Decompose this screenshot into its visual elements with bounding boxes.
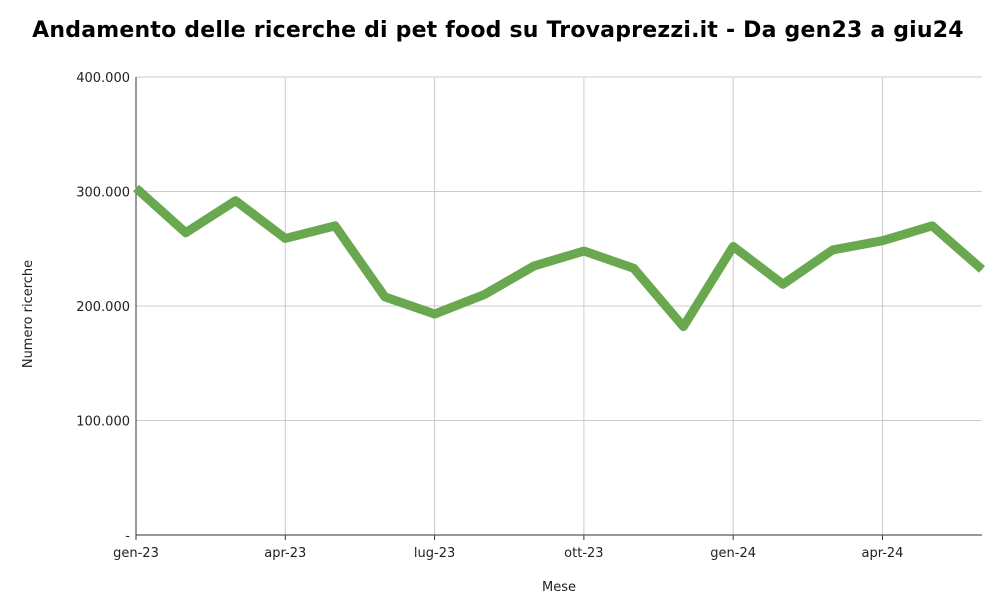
x-tick-label: ott-23 bbox=[564, 546, 603, 561]
data-point bbox=[185, 232, 187, 234]
data-point bbox=[483, 294, 485, 296]
series-lines bbox=[132, 184, 985, 332]
data-point bbox=[533, 265, 535, 267]
y-tick-label: - bbox=[125, 529, 130, 544]
y-tick-label: 400.000 bbox=[76, 71, 130, 86]
grid-lines bbox=[136, 76, 982, 535]
series-line bbox=[132, 184, 985, 332]
data-point bbox=[931, 225, 933, 227]
data-point bbox=[732, 245, 734, 247]
x-axis-title: Mese bbox=[542, 580, 576, 595]
x-tick-label: apr-23 bbox=[264, 546, 306, 561]
y-tick-label: 300.000 bbox=[76, 186, 130, 201]
y-tick-label: 200.000 bbox=[76, 300, 130, 315]
data-point bbox=[981, 268, 983, 270]
x-tick-label: gen-24 bbox=[710, 546, 756, 561]
x-tick-label: gen-23 bbox=[113, 546, 159, 561]
data-point bbox=[384, 296, 386, 298]
data-point bbox=[782, 283, 784, 285]
axes bbox=[135, 77, 982, 540]
data-point bbox=[832, 249, 834, 251]
x-tick-label: lug-23 bbox=[414, 546, 455, 561]
tick-labels: - 100.000 200.000 300.000 400.000 gen-23 apr-2… bbox=[76, 71, 903, 561]
data-point bbox=[682, 326, 684, 328]
y-axis-title: Numero ricerche bbox=[21, 260, 36, 368]
data-point bbox=[583, 250, 585, 252]
data-point bbox=[135, 187, 137, 189]
data-point bbox=[434, 313, 436, 315]
data-point bbox=[881, 240, 883, 242]
chart-title: Andamento delle ricerche di pet food su … bbox=[32, 18, 964, 43]
x-tick-label: apr-24 bbox=[861, 546, 903, 561]
data-point bbox=[235, 200, 237, 202]
y-tick-label: 100.000 bbox=[76, 415, 130, 430]
data-point bbox=[334, 225, 336, 227]
data-point bbox=[633, 267, 635, 269]
data-point bbox=[284, 237, 286, 239]
